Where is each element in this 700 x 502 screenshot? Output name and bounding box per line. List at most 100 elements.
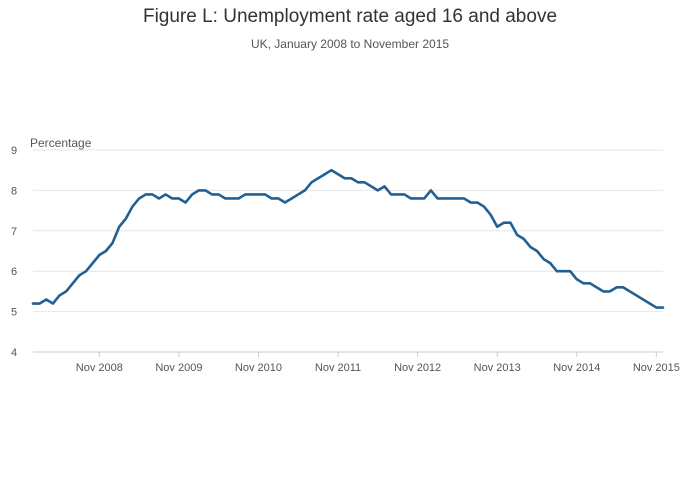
series-layer xyxy=(31,168,665,309)
data-point xyxy=(131,205,133,207)
x-tick-label: Nov 2014 xyxy=(553,362,600,374)
data-point xyxy=(138,197,140,199)
data-point xyxy=(390,193,392,195)
data-point xyxy=(91,262,93,264)
y-tick-label: 4 xyxy=(11,347,17,359)
data-point xyxy=(85,270,87,272)
data-point xyxy=(38,302,40,304)
data-point xyxy=(184,201,186,203)
data-point xyxy=(615,286,617,288)
x-tick-label: Nov 2013 xyxy=(474,362,521,374)
y-tick-label: 6 xyxy=(11,266,17,278)
data-point xyxy=(158,197,160,199)
data-point xyxy=(217,193,219,195)
data-point xyxy=(111,242,113,244)
data-point xyxy=(32,302,34,304)
data-point xyxy=(52,302,54,304)
data-point xyxy=(377,189,379,191)
data-point xyxy=(317,177,319,179)
data-point xyxy=(436,197,438,199)
data-point xyxy=(649,302,651,304)
data-point xyxy=(370,185,372,187)
data-point xyxy=(330,169,332,171)
data-point xyxy=(403,193,405,195)
data-point xyxy=(516,234,518,236)
data-point xyxy=(629,290,631,292)
data-point xyxy=(198,189,200,191)
data-point xyxy=(443,197,445,199)
data-point xyxy=(542,258,544,260)
data-point xyxy=(65,290,67,292)
series-line xyxy=(31,168,665,309)
data-point xyxy=(383,185,385,187)
data-point xyxy=(125,217,127,219)
data-point xyxy=(523,238,525,240)
data-point xyxy=(98,254,100,256)
data-point xyxy=(642,298,644,300)
data-point xyxy=(211,193,213,195)
data-point xyxy=(483,205,485,207)
data-point xyxy=(58,294,60,296)
data-point xyxy=(324,173,326,175)
data-point xyxy=(416,197,418,199)
data-point xyxy=(397,193,399,195)
data-point xyxy=(489,213,491,215)
data-point xyxy=(264,193,266,195)
data-point xyxy=(469,201,471,203)
data-point xyxy=(191,193,193,195)
data-point xyxy=(297,193,299,195)
data-point xyxy=(337,173,339,175)
axes: 4 5 6 7 8 9 Nov 2008 Nov 2009 Nov 2010 Nov 2011 No… xyxy=(11,145,680,374)
data-point xyxy=(231,197,233,199)
data-point xyxy=(463,197,465,199)
data-point xyxy=(582,282,584,284)
data-point xyxy=(476,201,478,203)
data-point xyxy=(655,306,657,308)
data-point xyxy=(171,197,173,199)
data-point xyxy=(164,193,166,195)
data-point xyxy=(78,274,80,276)
chart-subtitle: UK, January 2008 to November 2015 xyxy=(250,37,450,51)
y-tick-label: 5 xyxy=(11,307,17,319)
data-point xyxy=(257,193,259,195)
data-point xyxy=(595,286,597,288)
data-point xyxy=(363,181,365,183)
x-tick-label: Nov 2008 xyxy=(76,362,123,374)
chart-title: Figure L: Unemployment rate aged 16 and … xyxy=(142,6,558,27)
x-tick-label: Nov 2012 xyxy=(394,362,441,374)
data-point xyxy=(529,246,531,248)
x-tick-label: Nov 2010 xyxy=(235,362,282,374)
data-point xyxy=(145,193,147,195)
data-point xyxy=(271,197,273,199)
data-point xyxy=(343,177,345,179)
y-tick-label: 7 xyxy=(11,226,17,238)
x-tick-label: Nov 2009 xyxy=(155,362,202,374)
data-point xyxy=(456,197,458,199)
data-point xyxy=(549,262,551,264)
x-tick-label: Nov 2011 xyxy=(315,362,361,374)
data-point xyxy=(310,181,312,183)
data-point xyxy=(509,222,511,224)
data-point xyxy=(662,306,664,308)
data-point xyxy=(72,282,74,284)
gridlines xyxy=(33,149,663,313)
data-point xyxy=(635,294,637,296)
data-point xyxy=(556,270,558,272)
data-point xyxy=(450,197,452,199)
data-point xyxy=(503,222,505,224)
x-tick-label: Nov 2015 xyxy=(633,362,680,374)
data-point xyxy=(357,181,359,183)
data-point xyxy=(576,278,578,280)
data-point xyxy=(151,193,153,195)
data-point xyxy=(569,270,571,272)
data-point xyxy=(430,189,432,191)
y-tick-label: 9 xyxy=(11,145,17,157)
data-point xyxy=(562,270,564,272)
data-point xyxy=(204,189,206,191)
data-point xyxy=(277,197,279,199)
data-point xyxy=(589,282,591,284)
data-point xyxy=(224,197,226,199)
data-point xyxy=(237,197,239,199)
data-point xyxy=(118,226,120,228)
